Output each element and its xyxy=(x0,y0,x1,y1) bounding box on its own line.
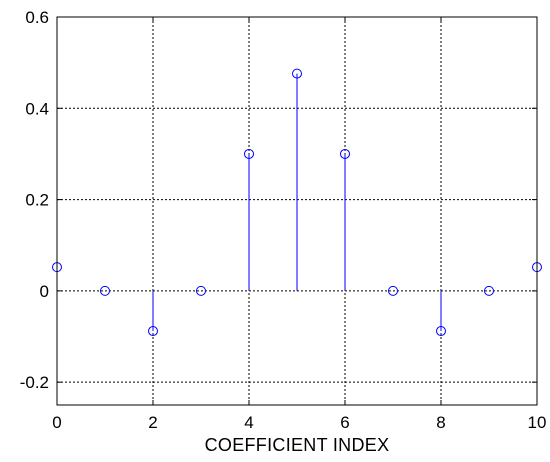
x-tick-label: 10 xyxy=(528,413,547,432)
stem-series xyxy=(52,68,542,337)
plot-frame xyxy=(56,16,538,406)
stem-marker xyxy=(244,148,254,159)
x-tick-label: 0 xyxy=(52,413,61,432)
stem-marker xyxy=(484,285,494,296)
grid-lines xyxy=(57,17,537,405)
x-tick-label: 4 xyxy=(244,413,253,432)
x-tick-label: 2 xyxy=(148,413,157,432)
stem-marker xyxy=(292,68,302,79)
stem-marker xyxy=(388,285,398,296)
y-tick-label: 0.6 xyxy=(25,8,49,27)
stem-marker xyxy=(148,326,158,337)
y-tick-label: 0.4 xyxy=(25,99,49,118)
y-tick-label: 0.2 xyxy=(25,191,49,210)
stem-marker xyxy=(196,285,206,296)
x-axis-title: COEFFICIENT INDEX xyxy=(205,435,390,455)
stem-marker xyxy=(100,285,110,296)
stem-marker xyxy=(340,148,350,159)
y-tick-label: 0 xyxy=(40,282,49,301)
stem-marker xyxy=(436,326,446,337)
y-tick-label: -0.2 xyxy=(20,373,49,392)
x-tick-label: 6 xyxy=(340,413,349,432)
axis-ticks: 0 2 4 6 8 10 -0.2 0 0.2 0.4 0.6 xyxy=(20,8,547,432)
x-tick-label: 8 xyxy=(436,413,445,432)
